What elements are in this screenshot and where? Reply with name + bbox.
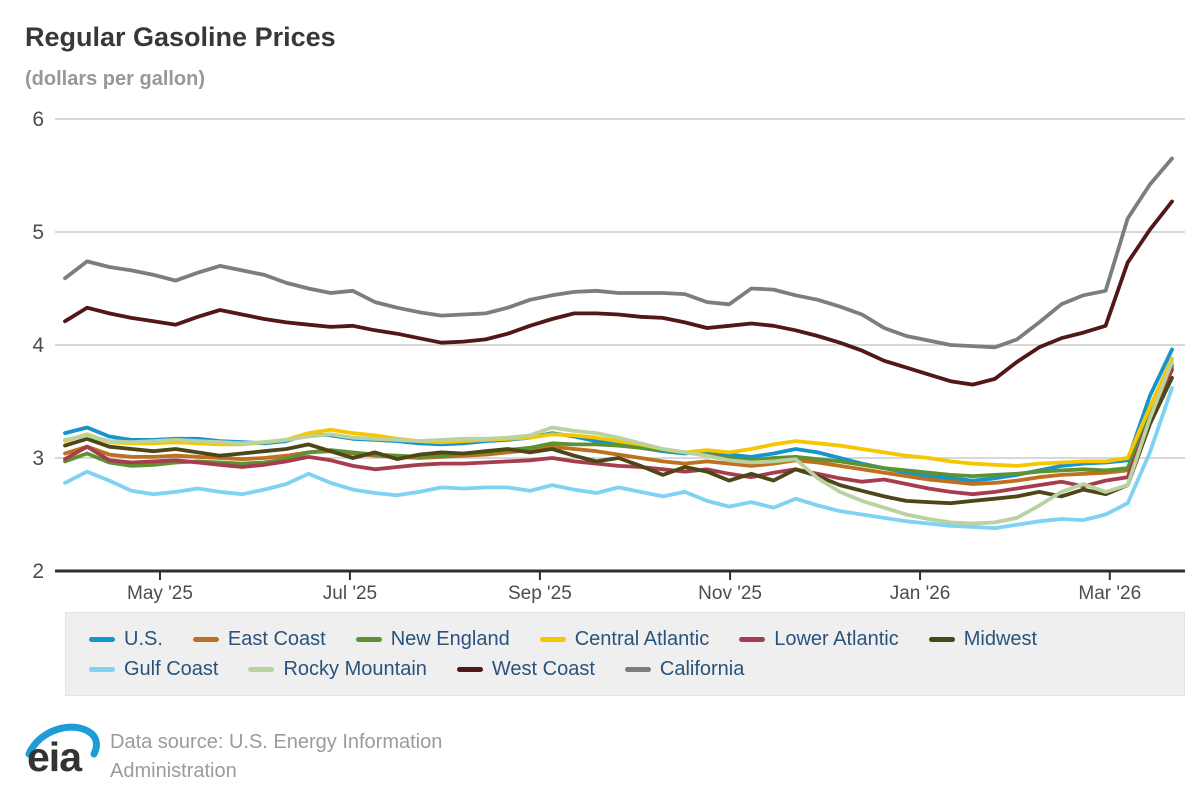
eia-logo-swoosh [25,723,100,758]
legend-item-gulf-coast[interactable]: Gulf Coast [89,655,218,683]
eia-logo-text: eia [27,734,83,780]
y-axis-label-2: 2 [32,560,44,583]
legend-swatch-u-s [89,636,115,642]
legend-swatch-west-coast [456,666,483,672]
x-axis-label-nov-25: Nov '25 [698,583,762,604]
legend-label-east-coast: East Coast [227,627,326,650]
legend-label-gulf-coast: Gulf Coast [124,657,219,680]
legend-swatch-gulf-coast [89,666,115,672]
chart-units-subtitle: (dollars per gallon) [25,68,206,90]
legend-label-u-s: U.S. [124,627,163,650]
legend-item-west-coast[interactable]: West Coast [456,655,595,683]
y-axis-label-5: 5 [32,221,44,244]
legend-label-central-atlantic: Central Atlantic [574,627,710,650]
legend-item-rocky-mountain[interactable]: Rocky Mountain [248,655,427,683]
series-line-new-england [63,363,1174,479]
eia-logo: eia [25,723,100,780]
legend-item-new-england[interactable]: New England [355,625,510,653]
legend-swatch-new-england [355,636,382,642]
legend-item-midwest[interactable]: Midwest [928,625,1038,653]
series-line-gulf-coast [63,385,1174,530]
legend-swatch-central-atlantic [539,636,566,642]
legend-item-u-s[interactable]: U.S. [89,625,163,653]
x-axis-label-jan-26: Jan '26 [890,583,951,604]
series-line-east-coast [63,365,1174,486]
legend-label-west-coast: West Coast [491,657,595,680]
price-line-chart: 2 3 4 5 6 May '25 Jul '25 Sep '25 Nov '25 Jan '26… [32,108,1185,604]
x-axis-label-mar-26: Mar '26 [1078,583,1141,604]
legend-item-east-coast[interactable]: East Coast [192,625,326,653]
legend-swatch-california [624,666,651,672]
legend-label-lower-atlantic: Lower Atlantic [774,627,899,650]
legend-swatch-rocky-mountain [248,666,275,672]
data-source-text: Data source: U.S. Energy Information Adm… [110,728,442,786]
data-source-line2: Administration [110,760,237,782]
legend-item-lower-atlantic[interactable]: Lower Atlantic [739,625,899,653]
series-line-california [63,156,1174,350]
legend-item-central-atlantic[interactable]: Central Atlantic [539,625,710,653]
y-axis-label-4: 4 [32,334,44,357]
x-axis-label-jul-25: Jul '25 [323,583,377,604]
series-line-west-coast [63,199,1174,387]
legend-label-new-england: New England [390,627,510,650]
series-line-lower-atlantic [63,367,1174,497]
y-axis-label-6: 6 [32,108,44,131]
legend-swatch-lower-atlantic [739,636,766,642]
x-axis-label-sep-25: Sep '25 [508,583,572,604]
legend-label-rocky-mountain: Rocky Mountain [283,657,427,680]
legend-label-midwest: Midwest [963,627,1038,650]
data-source-line1: Data source: U.S. Energy Information [110,731,443,753]
y-axis-label-3: 3 [32,447,44,470]
series-line-midwest [63,375,1174,506]
chart-title: Regular Gasoline Prices [25,22,336,52]
legend-item-california[interactable]: California [624,655,745,683]
legend-swatch-east-coast [192,636,219,642]
series-line-central-atlantic [63,356,1174,468]
x-axis-label-may-25: May '25 [127,583,193,604]
series-line-rocky-mountain [63,359,1174,526]
legend-label-california: California [659,657,745,680]
legend-swatch-midwest [928,636,955,642]
legend: U.S. East Coast New England Central Atlanti… [65,612,1185,696]
